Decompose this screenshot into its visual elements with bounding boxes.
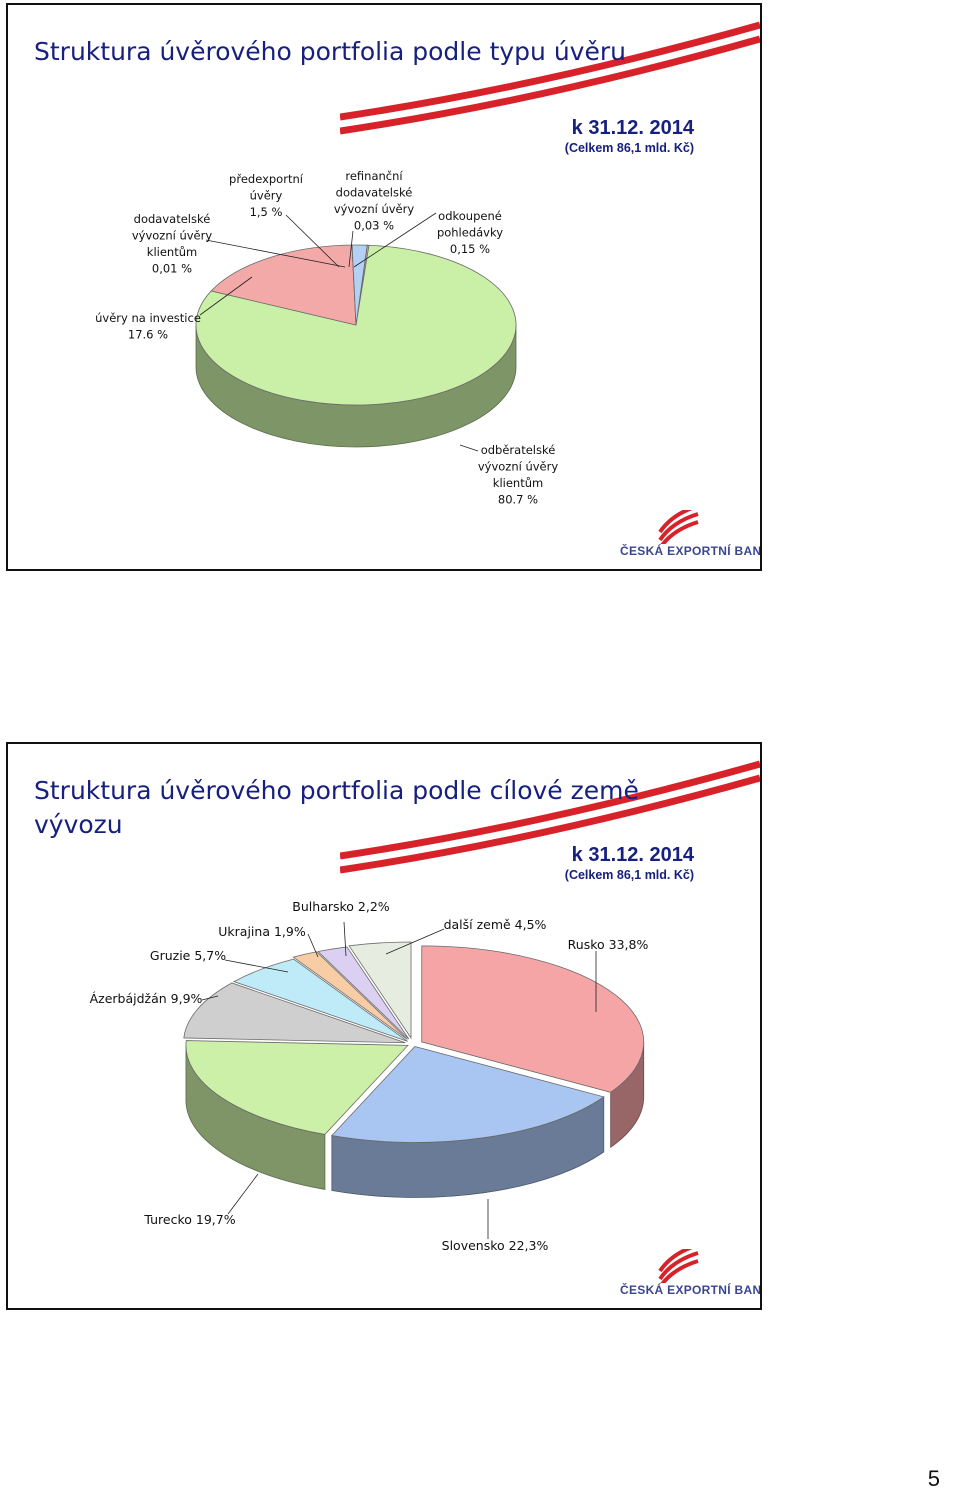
slice-label: pohledávky bbox=[437, 226, 503, 240]
label-leader-line bbox=[227, 1173, 259, 1215]
slice-label: další země 4,5% bbox=[444, 917, 547, 932]
slice-label-group: Ukrajina 1,9% bbox=[218, 924, 319, 958]
pie-slice bbox=[185, 1040, 409, 1135]
slice-label-group: dodavatelské vývozní úvěry klientům 0,01 % bbox=[132, 212, 346, 276]
slice-label: úvěry na investice bbox=[95, 311, 201, 325]
pie-slice bbox=[348, 941, 412, 1040]
ceb-logo-mark bbox=[658, 1243, 699, 1289]
label-leader-line bbox=[348, 230, 354, 268]
slice-label: Slovensko 22,3% bbox=[442, 1238, 549, 1253]
slice-label: vývozní úvěry bbox=[334, 202, 415, 216]
label-leader-line bbox=[307, 933, 319, 958]
slice-label: 80.7 % bbox=[498, 493, 538, 507]
slice-label: klientům bbox=[147, 245, 197, 259]
report-date: k 31.12. 2014 bbox=[571, 844, 694, 866]
slide-portfolio-by-type: Struktura úvěrového portfolia podle typu… bbox=[6, 3, 762, 571]
label-leader-line bbox=[459, 444, 479, 452]
pie-slice bbox=[183, 982, 406, 1044]
logo-text: ČESKÁ EXPORTNÍ BANKA bbox=[620, 1283, 762, 1297]
slice-label: Ukrajina 1,9% bbox=[218, 924, 306, 939]
slice-label: odkoupené bbox=[438, 209, 502, 223]
decorative-stripes bbox=[340, 760, 760, 874]
pie-slice bbox=[210, 244, 357, 326]
label-leader-line bbox=[205, 239, 346, 268]
logo-text: ČESKÁ EXPORTNÍ BANKA bbox=[620, 544, 762, 558]
decorative-stripes bbox=[340, 21, 760, 135]
slide-title: Struktura úvěrového portfolia podle typu… bbox=[34, 37, 626, 66]
slice-label: Turecko 19,7% bbox=[143, 1212, 235, 1227]
slice-label-group: odběratelské vývozní úvěry klientům 80.7 % bbox=[459, 443, 559, 507]
label-leader-line bbox=[343, 921, 347, 957]
slice-label-group: Slovensko 22,3% bbox=[442, 1199, 549, 1253]
slice-label: 0,15 % bbox=[450, 242, 490, 256]
pie-tops bbox=[183, 941, 645, 1143]
pie-slice bbox=[351, 244, 368, 326]
label-leader-line bbox=[224, 959, 289, 973]
loan-type-pie-chart: dodavatelské vývozní úvěry klientům 0,01 % p… bbox=[95, 169, 559, 507]
page-number: 5 bbox=[927, 1466, 940, 1491]
slice-label-group: Turecko 19,7% bbox=[143, 1173, 259, 1227]
label-leader-line bbox=[385, 928, 445, 955]
slice-label: odběratelské bbox=[481, 443, 556, 457]
pie-slice bbox=[292, 951, 408, 1040]
slice-label-group: odkoupené pohledávky 0,15 % bbox=[353, 209, 503, 268]
slice-label: předexportní bbox=[229, 172, 304, 186]
slice-label: 0,03 % bbox=[354, 219, 394, 233]
label-leader-line bbox=[285, 214, 340, 268]
slice-label: dodavatelské bbox=[336, 186, 413, 200]
slice-label: úvěry bbox=[250, 189, 283, 203]
slice-label-group: refinanční dodavatelské vývozní úvěry 0,03 … bbox=[334, 169, 415, 268]
slide-portfolio-by-country: Struktura úvěrového portfolia podle cílo… bbox=[6, 742, 762, 1310]
slice-label-group: Bulharsko 2,2% bbox=[292, 899, 390, 957]
slice-label-group: úvěry na investice 17.6 % bbox=[95, 276, 253, 342]
label-leader-line bbox=[199, 276, 253, 316]
slice-label: 0,01 % bbox=[152, 262, 192, 276]
ceb-logo-mark bbox=[658, 504, 699, 550]
slice-label: vývozní úvěry bbox=[478, 460, 559, 474]
ceb-logo: ČESKÁ EXPORTNÍ BANKA bbox=[620, 504, 760, 558]
slice-label: Gruzie 5,7% bbox=[150, 948, 226, 963]
report-date: k 31.12. 2014 bbox=[571, 117, 694, 139]
slice-label-group: Gruzie 5,7% bbox=[150, 948, 289, 973]
slice-label-group: Ázerbájdžán 9,9% bbox=[90, 991, 219, 1006]
portfolio-total: (Celkem 86,1 mld. Kč) bbox=[564, 868, 694, 882]
slice-label: 1,5 % bbox=[250, 205, 283, 219]
pie-slice bbox=[331, 1046, 605, 1143]
label-leader-line bbox=[353, 212, 437, 268]
slice-label: Bulharsko 2,2% bbox=[292, 899, 389, 914]
pie-slice bbox=[233, 958, 408, 1042]
slice-label-group: další země 4,5% bbox=[385, 917, 547, 955]
pie-tops bbox=[195, 244, 517, 406]
portfolio-total: (Celkem 86,1 mld. Kč) bbox=[564, 141, 694, 155]
country-pie-chart: Rusko 33,8% Slovensko 22,3% Turecko 19,7% Á… bbox=[90, 899, 649, 1253]
slice-label: Rusko 33,8% bbox=[568, 937, 649, 952]
slide-title: Struktura úvěrového portfolia podle cílo… bbox=[34, 776, 639, 839]
slice-label: vývozní úvěry bbox=[132, 229, 213, 243]
slice-label: 17.6 % bbox=[128, 328, 168, 342]
pie-slice bbox=[317, 946, 410, 1040]
slice-label: dodavatelské bbox=[134, 212, 211, 226]
slice-label: klientům bbox=[493, 476, 543, 490]
slice-label: refinanční bbox=[345, 169, 403, 183]
slice-label-group: předexportní úvěry 1,5 % bbox=[229, 172, 340, 268]
pie-slice bbox=[421, 945, 645, 1093]
slice-label-group: Rusko 33,8% bbox=[568, 937, 649, 1012]
ceb-logo: ČESKÁ EXPORTNÍ BANKA bbox=[620, 1243, 760, 1297]
slice-label: Ázerbájdžán 9,9% bbox=[90, 991, 203, 1006]
label-leader-line bbox=[201, 995, 219, 1001]
